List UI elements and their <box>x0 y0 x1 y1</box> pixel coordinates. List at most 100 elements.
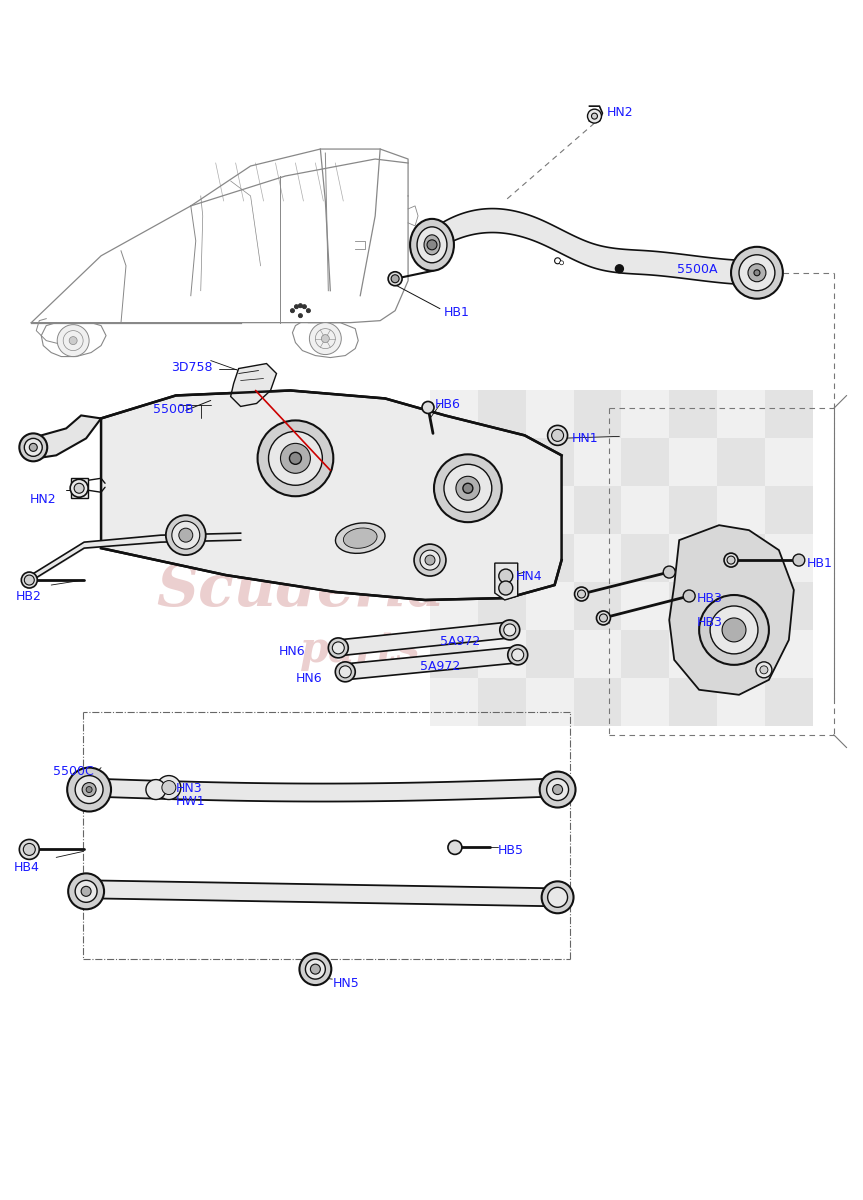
Circle shape <box>555 258 561 264</box>
Circle shape <box>434 455 501 522</box>
Circle shape <box>710 606 758 654</box>
Circle shape <box>321 335 330 342</box>
Circle shape <box>388 271 402 286</box>
Bar <box>669 678 717 726</box>
Ellipse shape <box>410 218 454 271</box>
Circle shape <box>756 662 772 678</box>
Circle shape <box>507 644 527 665</box>
Circle shape <box>591 113 597 119</box>
Circle shape <box>23 844 35 856</box>
Bar <box>526 438 574 486</box>
Ellipse shape <box>424 235 440 254</box>
Circle shape <box>166 515 205 556</box>
Text: HB6: HB6 <box>435 398 461 412</box>
Circle shape <box>391 275 399 283</box>
Bar <box>478 582 526 630</box>
Circle shape <box>310 323 341 354</box>
Polygon shape <box>89 881 555 906</box>
Circle shape <box>588 109 602 124</box>
Circle shape <box>24 438 42 456</box>
Text: 5A972: 5A972 <box>420 660 460 673</box>
Text: HN2: HN2 <box>29 493 56 506</box>
Polygon shape <box>26 415 101 458</box>
Circle shape <box>727 556 735 564</box>
Circle shape <box>548 887 568 907</box>
Bar <box>765 438 813 486</box>
Circle shape <box>311 964 320 974</box>
Bar <box>478 486 526 534</box>
Text: HN2: HN2 <box>607 106 633 119</box>
Text: HW1: HW1 <box>176 794 205 808</box>
Circle shape <box>306 308 311 313</box>
Text: 3D758: 3D758 <box>171 360 212 373</box>
Circle shape <box>596 611 610 625</box>
Circle shape <box>500 620 520 640</box>
Circle shape <box>336 662 356 682</box>
Text: HN6: HN6 <box>295 672 322 685</box>
Circle shape <box>427 240 437 250</box>
Circle shape <box>86 786 92 792</box>
Bar <box>574 486 621 534</box>
Bar <box>526 630 574 678</box>
Circle shape <box>172 521 199 550</box>
Bar <box>717 678 765 726</box>
Circle shape <box>67 768 111 811</box>
Bar <box>765 678 813 726</box>
Circle shape <box>81 887 91 896</box>
Circle shape <box>68 874 104 910</box>
Circle shape <box>420 550 440 570</box>
Circle shape <box>699 595 769 665</box>
Circle shape <box>575 587 589 601</box>
Circle shape <box>456 476 480 500</box>
Bar <box>669 630 717 678</box>
Polygon shape <box>669 526 794 695</box>
Circle shape <box>600 614 608 622</box>
Circle shape <box>552 785 563 794</box>
Bar <box>717 534 765 582</box>
Bar <box>574 630 621 678</box>
Text: HB5: HB5 <box>498 845 524 858</box>
Circle shape <box>332 642 344 654</box>
Circle shape <box>577 590 585 598</box>
Bar <box>574 582 621 630</box>
Circle shape <box>444 464 492 512</box>
Bar <box>621 486 669 534</box>
Text: HN3: HN3 <box>176 781 203 794</box>
Text: 5500A: 5500A <box>677 263 718 276</box>
Bar <box>765 630 813 678</box>
Circle shape <box>414 544 446 576</box>
Circle shape <box>82 782 96 797</box>
Polygon shape <box>338 622 510 656</box>
Bar <box>526 486 574 534</box>
Ellipse shape <box>417 227 447 263</box>
Circle shape <box>328 638 349 658</box>
Circle shape <box>499 581 513 595</box>
Circle shape <box>299 304 302 307</box>
Circle shape <box>559 260 564 265</box>
Circle shape <box>748 264 766 282</box>
Circle shape <box>339 666 351 678</box>
Bar <box>478 534 526 582</box>
Circle shape <box>280 443 311 473</box>
Bar <box>574 534 621 582</box>
Circle shape <box>268 431 323 485</box>
Bar <box>430 534 478 582</box>
Circle shape <box>754 270 760 276</box>
Circle shape <box>24 575 35 586</box>
Circle shape <box>504 624 516 636</box>
Circle shape <box>546 779 569 800</box>
Bar <box>574 678 621 726</box>
Text: parts: parts <box>300 629 420 671</box>
Text: HB3: HB3 <box>697 592 723 605</box>
Bar <box>430 390 478 438</box>
Bar <box>478 438 526 486</box>
Bar <box>669 486 717 534</box>
Circle shape <box>69 337 77 344</box>
Text: 5500B: 5500B <box>153 403 193 416</box>
Polygon shape <box>91 779 555 802</box>
Circle shape <box>539 772 576 808</box>
Bar <box>526 534 574 582</box>
Ellipse shape <box>343 528 377 548</box>
Circle shape <box>57 325 89 356</box>
Polygon shape <box>494 563 518 600</box>
